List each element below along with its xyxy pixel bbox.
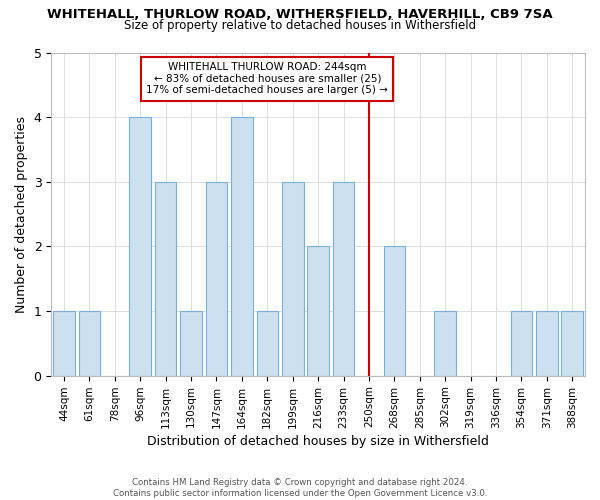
Bar [231,117,253,376]
X-axis label: Distribution of detached houses by size in Withersfield: Distribution of detached houses by size … [147,434,489,448]
Bar [257,311,278,376]
Bar [383,246,405,376]
Bar [333,182,355,376]
Text: Size of property relative to detached houses in Withersfield: Size of property relative to detached ho… [124,19,476,32]
Bar [206,182,227,376]
Bar [307,246,329,376]
Text: WHITEHALL THURLOW ROAD: 244sqm
← 83% of detached houses are smaller (25)
17% of : WHITEHALL THURLOW ROAD: 244sqm ← 83% of … [146,62,388,96]
Bar [511,311,532,376]
Bar [79,311,100,376]
Bar [434,311,456,376]
Y-axis label: Number of detached properties: Number of detached properties [15,116,28,312]
Bar [155,182,176,376]
Bar [536,311,557,376]
Bar [53,311,75,376]
Bar [130,117,151,376]
Bar [562,311,583,376]
Text: Contains HM Land Registry data © Crown copyright and database right 2024.
Contai: Contains HM Land Registry data © Crown c… [113,478,487,498]
Text: WHITEHALL, THURLOW ROAD, WITHERSFIELD, HAVERHILL, CB9 7SA: WHITEHALL, THURLOW ROAD, WITHERSFIELD, H… [47,8,553,20]
Bar [180,311,202,376]
Bar [282,182,304,376]
